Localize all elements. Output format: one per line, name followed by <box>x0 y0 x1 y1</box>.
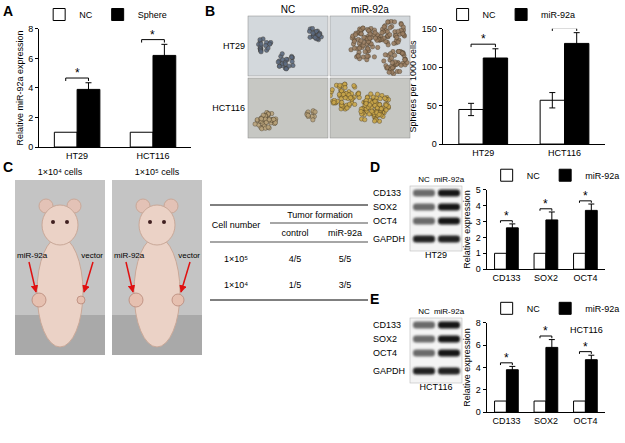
svg-text:50: 50 <box>427 101 437 111</box>
svg-text:6: 6 <box>476 340 481 350</box>
svg-text:Tumor formation: Tumor formation <box>287 210 353 220</box>
svg-text:SOX2: SOX2 <box>534 273 558 283</box>
svg-text:*: * <box>481 32 486 46</box>
svg-text:Spheres per 1000 cells: Spheres per 1000 cells <box>408 40 418 133</box>
svg-text:1/5: 1/5 <box>289 280 302 290</box>
svg-text:NC: NC <box>418 307 430 316</box>
svg-text:miR-92a: miR-92a <box>351 4 389 15</box>
svg-text:control: control <box>281 228 308 238</box>
svg-text:0: 0 <box>476 264 481 274</box>
svg-text:miR-92a: miR-92a <box>17 251 48 260</box>
svg-text:D: D <box>370 159 380 175</box>
svg-text:5/5: 5/5 <box>339 254 352 264</box>
svg-text:5: 5 <box>476 185 481 195</box>
svg-text:1×10⁴: 1×10⁴ <box>224 280 248 290</box>
svg-text:GAPDH: GAPDH <box>373 366 405 376</box>
svg-text:CD133: CD133 <box>373 320 401 330</box>
svg-text:8: 8 <box>28 24 33 34</box>
svg-text:HT29: HT29 <box>223 41 245 51</box>
svg-text:HT29: HT29 <box>66 151 88 161</box>
svg-text:HCT116: HCT116 <box>570 325 603 335</box>
svg-text:*: * <box>150 28 155 42</box>
svg-text:miR-92a: miR-92a <box>585 304 619 314</box>
svg-text:Sphere: Sphere <box>138 10 167 20</box>
svg-text:NC: NC <box>418 175 430 184</box>
svg-text:SOX2: SOX2 <box>373 334 397 344</box>
svg-text:3/5: 3/5 <box>339 280 352 290</box>
svg-text:Cell number: Cell number <box>212 220 261 230</box>
svg-text:miR-92a: miR-92a <box>114 251 145 260</box>
svg-text:A: A <box>3 3 13 19</box>
svg-text:NC: NC <box>483 10 496 20</box>
svg-text:OCT4: OCT4 <box>373 348 397 358</box>
svg-text:3: 3 <box>476 217 481 227</box>
svg-text:OCT4: OCT4 <box>373 216 397 226</box>
svg-text:150: 150 <box>422 24 437 34</box>
svg-text:HCT116: HCT116 <box>548 148 581 158</box>
svg-text:1×10⁴ cells: 1×10⁴ cells <box>38 167 83 177</box>
svg-text:HT29: HT29 <box>472 148 494 158</box>
svg-text:NC: NC <box>281 4 295 15</box>
svg-text:CD133: CD133 <box>492 416 520 426</box>
svg-text:OCT4: OCT4 <box>573 416 597 426</box>
svg-text:*: * <box>583 189 588 203</box>
svg-text:100: 100 <box>422 62 437 72</box>
svg-text:NC: NC <box>527 304 540 314</box>
svg-text:miR-92a: miR-92a <box>328 228 362 238</box>
svg-text:0: 0 <box>28 142 33 152</box>
svg-text:2: 2 <box>476 233 481 243</box>
svg-text:vector: vector <box>81 251 103 260</box>
svg-text:4/5: 4/5 <box>289 254 302 264</box>
svg-text:SOX2: SOX2 <box>534 416 558 426</box>
svg-text:HCT116: HCT116 <box>420 382 453 392</box>
svg-text:0: 0 <box>476 407 481 417</box>
svg-text:Relative expression: Relative expression <box>462 328 472 407</box>
svg-text:6: 6 <box>28 54 33 64</box>
svg-text:CD133: CD133 <box>373 188 401 198</box>
svg-text:*: * <box>543 197 548 211</box>
svg-text:*: * <box>504 351 509 365</box>
svg-text:NC: NC <box>527 171 540 181</box>
svg-text:1: 1 <box>476 248 481 258</box>
svg-text:2: 2 <box>28 113 33 123</box>
svg-text:GAPDH: GAPDH <box>373 234 405 244</box>
svg-text:4: 4 <box>28 83 33 93</box>
svg-text:HT29: HT29 <box>425 250 447 260</box>
svg-text:*: * <box>543 324 548 338</box>
svg-text:OCT4: OCT4 <box>573 273 597 283</box>
svg-text:SOX2: SOX2 <box>373 202 397 212</box>
svg-text:2: 2 <box>476 385 481 395</box>
svg-text:8: 8 <box>476 318 481 328</box>
svg-text:miR-92a: miR-92a <box>585 171 619 181</box>
svg-text:HCT116: HCT116 <box>137 151 170 161</box>
svg-text:4: 4 <box>476 201 481 211</box>
svg-text:*: * <box>504 209 509 223</box>
svg-text:Relative expression: Relative expression <box>462 190 472 269</box>
svg-text:NC: NC <box>79 10 92 20</box>
svg-text:E: E <box>370 291 379 307</box>
svg-text:vector: vector <box>178 251 200 260</box>
svg-text:CD133: CD133 <box>492 273 520 283</box>
svg-text:1×10⁵ cells: 1×10⁵ cells <box>135 167 180 177</box>
svg-text:C: C <box>3 159 13 175</box>
svg-text:0: 0 <box>432 139 437 149</box>
svg-text:*: * <box>583 340 588 354</box>
svg-text:*: * <box>75 66 80 80</box>
svg-text:1×10⁵: 1×10⁵ <box>224 254 248 264</box>
svg-text:Relative miR-92a expression: Relative miR-92a expression <box>15 30 25 145</box>
svg-text:HCT116: HCT116 <box>212 103 245 113</box>
svg-text:4: 4 <box>476 363 481 373</box>
svg-text:B: B <box>205 3 215 19</box>
svg-text:miR-92a: miR-92a <box>434 307 465 316</box>
svg-text:miR-92a: miR-92a <box>434 175 465 184</box>
svg-text:miR-92a: miR-92a <box>541 10 575 20</box>
